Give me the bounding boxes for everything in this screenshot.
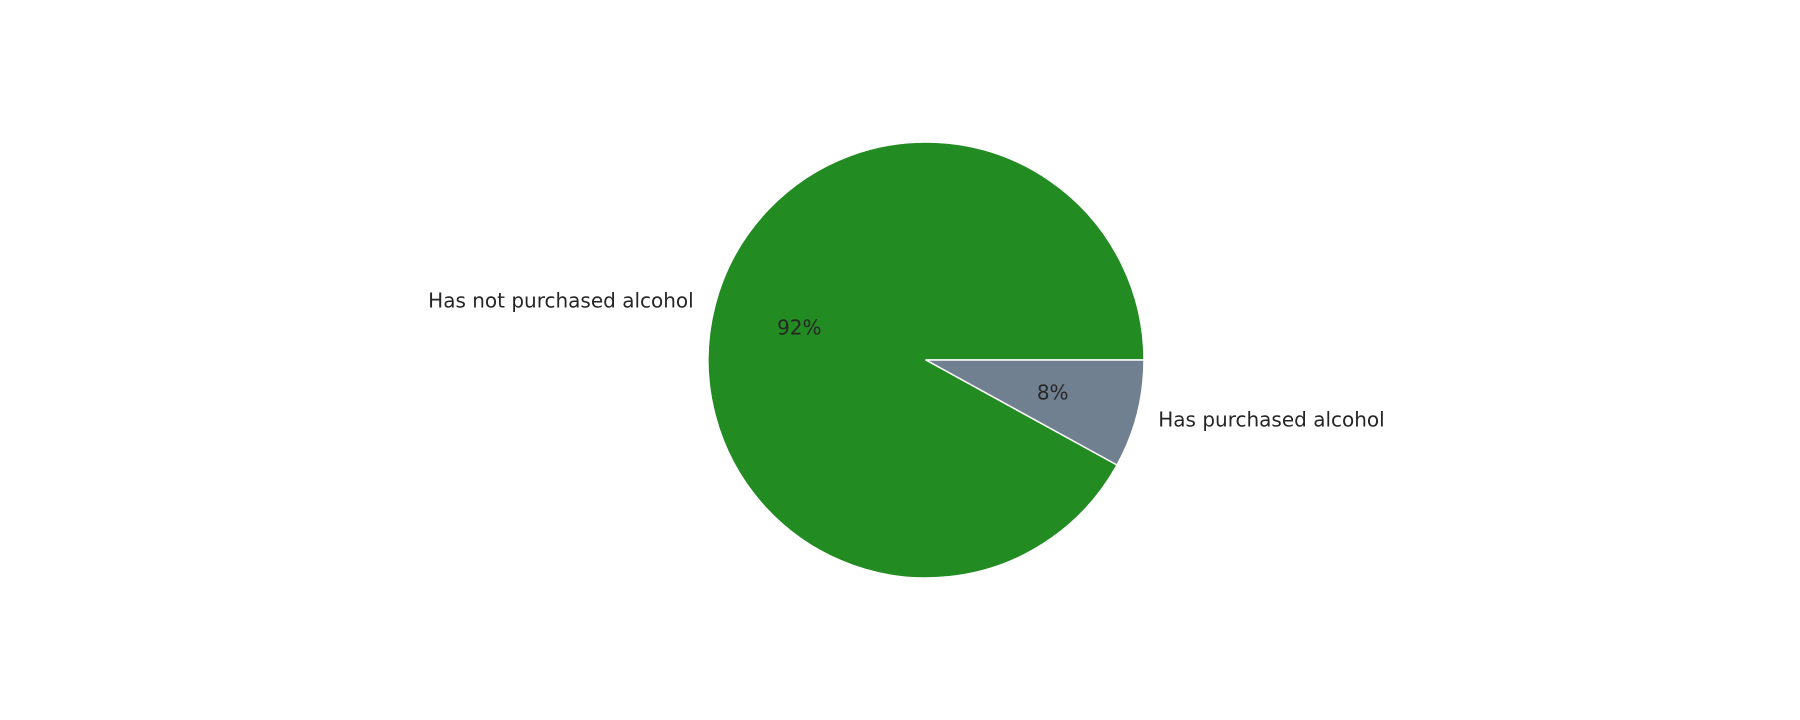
slice-category-label: Has purchased alcohol [1158,408,1384,432]
pie-slices [707,141,1145,579]
pie-labels: Has not purchased alcohol 92% Has purchase… [428,288,1385,431]
slice-category-label: Has not purchased alcohol [428,288,694,312]
slice-percent-label: 8% [1037,381,1069,405]
slice-percent-label: 92% [777,315,821,339]
pie-slice-1 [925,359,1145,466]
